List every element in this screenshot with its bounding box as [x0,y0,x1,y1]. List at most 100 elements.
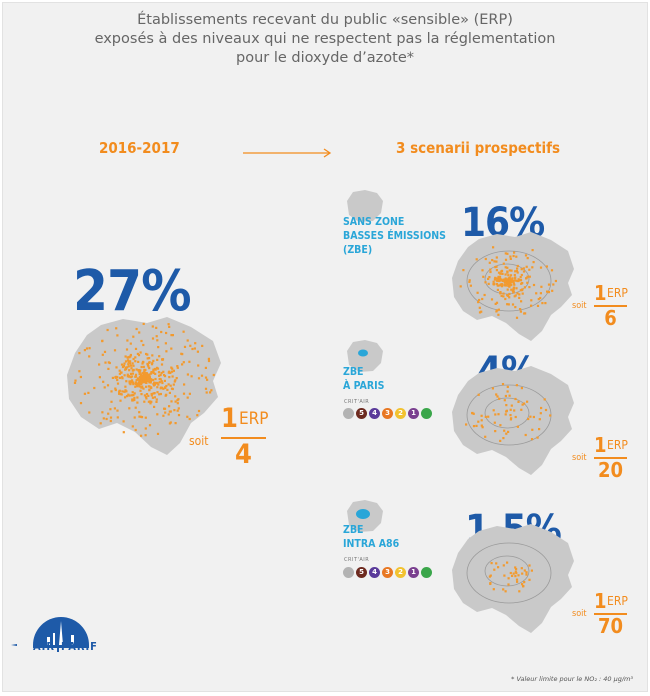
scenario-2-label: ZBE À PARIS [343,365,384,393]
erp-dot [113,349,117,352]
erp-dot [186,396,189,399]
erp-dot [197,377,201,380]
erp-dot [503,399,506,402]
erp-dot [497,275,500,278]
erp-dot [510,281,513,284]
erp-dot [531,266,534,269]
erp-dot [546,290,549,293]
erp-dot [153,392,156,395]
erp-dot [497,413,500,416]
erp-dot [156,358,159,361]
erp-dot [158,393,161,396]
erp-dot [509,414,512,417]
erp-dot [152,384,156,387]
erp-dot [492,280,495,283]
erp-dot [123,374,126,377]
erp-dot [98,376,101,379]
erp-dot [503,429,506,432]
erp-dot [141,372,144,375]
erp-dot [129,376,132,379]
erp-dot [513,283,516,286]
erp-dot [138,379,141,383]
erp-dot [125,395,129,398]
erp-dot [118,369,121,372]
erp-dot [160,330,163,334]
erp-dot [482,275,485,278]
ratio-unit: ERP [607,594,628,608]
erp-dot [149,402,152,405]
erp-dot [495,269,498,272]
erp-dot [134,347,138,350]
erp-dot [518,293,521,296]
erp-dot [508,276,511,279]
erp-dot [520,268,523,271]
erp-dot [152,371,155,375]
erp-dot [490,562,493,565]
erp-dot [516,267,519,270]
scenario-2-label-line-2: À PARIS [343,380,385,392]
erp-dot [521,572,524,575]
erp-dot [544,408,548,412]
erp-dot [131,391,134,394]
erp-dot [134,375,138,378]
erp-dot [515,255,518,258]
erp-dot [505,404,508,407]
erp-dot [83,349,86,352]
erp-dot [119,399,122,402]
erp-dot [126,375,129,378]
erp-dot [88,355,91,358]
erp-dot [528,275,531,278]
erp-dot [519,289,522,292]
erp-dot [129,353,132,357]
erp-dot [524,254,528,257]
erp-dot [508,278,511,281]
erp-dot [93,386,96,390]
erp-dot [510,288,513,291]
erp-dot [132,335,135,338]
ratio-denominator: 70 [597,614,624,638]
erp-dot [472,425,476,428]
erp-dot [524,433,527,437]
erp-dot [122,364,125,367]
erp-dot [164,342,167,345]
erp-dot [156,386,159,389]
erp-dot [120,363,124,366]
erp-dot [477,301,480,304]
erp-dot [506,385,509,388]
erp-dot [204,387,208,390]
erp-dot [516,580,519,583]
erp-dot [188,392,191,395]
erp-dot [489,574,492,577]
erp-dot [491,387,494,390]
erp-dot [501,272,504,275]
erp-dot [171,370,174,373]
erp-dot [504,258,508,261]
erp-dot [512,286,516,289]
erp-dot [519,308,522,311]
erp-dot [500,269,504,272]
erp-dot [520,567,523,570]
erp-dot [529,415,532,418]
erp-dot [508,292,511,296]
erp-dot [153,405,156,408]
erp-dot [121,390,124,393]
erp-dot [138,371,141,374]
erp-dot [119,393,122,396]
erp-dot [74,379,77,382]
erp-dot [502,295,505,298]
erp-dot [510,278,513,282]
erp-dot [148,385,151,388]
erp-dot [210,389,213,392]
erp-dot [510,404,513,407]
erp-dot [513,251,516,254]
erp-dot [532,283,536,287]
erp-dot [523,581,526,584]
erp-dot [483,293,486,297]
erp-dot [148,376,151,379]
erp-dot [134,360,137,363]
erp-dot [497,271,501,274]
erp-dot [204,376,208,379]
scenario-3-critair-label: CRIT'AIR [344,557,370,563]
erp-dot [109,408,112,411]
erp-dot [504,394,507,398]
